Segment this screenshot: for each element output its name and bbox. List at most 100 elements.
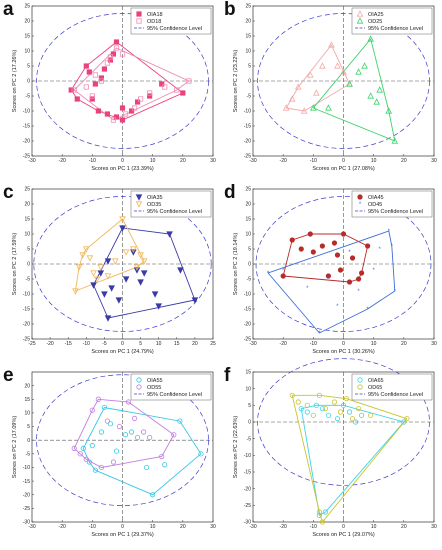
y-tick-label: 0 [248,262,251,268]
x-axis-label: Scores on PC 1 (23.39%) [91,166,154,172]
data-point: * [282,268,285,274]
y-tick-label: 15 [245,217,251,223]
data-point [325,104,332,111]
data-point [74,96,80,102]
data-point [119,216,126,223]
hull-od25 [312,38,396,142]
legend-marker [135,201,143,208]
data-point [95,108,101,114]
y-tick-label: 20 [24,383,30,389]
x-tick-label: 20 [192,341,198,347]
y-tick-label: 25 [24,187,30,193]
legend-marker [136,11,142,17]
data-point [280,273,286,279]
data-point [319,519,325,525]
confidence-ellipse [257,358,430,486]
x-tick-label: 10 [371,341,377,347]
y-tick-label: -20 [23,139,30,145]
data-point: * [336,304,339,310]
data-point [141,429,147,435]
legend-marker [357,384,363,390]
y-tick-label: 15 [24,397,30,403]
legend-label: OIA65 [368,378,384,384]
data-point [128,108,135,114]
data-point [355,406,362,412]
data-point [151,291,159,298]
data-point [104,258,112,265]
data-point [147,90,153,96]
data-point [334,252,341,258]
data-point [98,75,104,81]
legend-marker [356,10,364,17]
data-point [155,303,162,310]
y-tick-label: 25 [245,187,251,193]
data-point [110,51,117,57]
x-tick-label: 20 [401,524,407,530]
data-point [131,415,138,421]
data-point [373,98,380,105]
series-oia35 [90,225,199,322]
scatter-plot-b: -30 -20 -10 0 10 20 30 -25 -20 -15 -10 -5 0 5 10 15 20 25… [233,4,437,172]
x-tick-label: 20 [401,341,407,347]
data-point [113,39,120,45]
data-point [159,453,165,460]
data-point [83,246,90,253]
data-point [310,104,317,111]
x-tick-label: 30 [431,158,437,164]
y-tick-label: -10 [23,109,30,115]
data-point [325,273,332,279]
x-tick-label: 0 [121,158,124,164]
data-point [89,443,95,449]
data-point [97,270,105,277]
x-tick-label: 10 [371,158,377,164]
data-point [316,509,322,515]
y-tick-label: 5 [248,247,251,253]
y-tick-label: -10 [23,292,30,298]
data-point [346,409,353,415]
legend-box [130,373,212,401]
data-point [340,402,347,408]
x-tick-label: -20 [59,524,66,530]
data-point [288,95,296,102]
y-tick-label: -20 [244,322,251,328]
series-od55 [71,396,177,471]
x-axis-label: Scores on PC 1 (29.37%) [91,532,154,538]
x-tick-label: -10 [310,341,317,347]
data-point [307,71,314,78]
series-od35 [72,216,148,295]
data-point: * [327,277,330,283]
x-tick-label: -20 [46,341,53,347]
legend-label: OD65 [368,385,382,391]
y-tick-label: -5 [247,94,252,100]
y-tick-label: 0 [27,438,30,444]
data-point [352,419,359,425]
legend-label: 95% Confidence Level [147,392,202,398]
y-tick-label: -25 [244,503,251,509]
data-point [92,467,98,473]
scatter-plot-a: -30 -20 -10 0 10 20 30 -25 -20 -15 -10 -5 0 5 10 15 20 25… [12,4,216,172]
x-tick-label: 10 [150,524,156,530]
data-point [119,225,126,232]
x-tick-label: 30 [210,158,216,164]
data-point: * [357,289,360,295]
legend-marker [136,384,142,390]
data-point [391,137,399,144]
data-point [86,459,92,465]
legend-label: OD55 [147,385,161,391]
data-point [104,418,111,424]
data-point [104,111,111,117]
data-point [340,68,347,75]
data-point [80,445,86,451]
data-point [162,84,168,90]
x-tick-label: -5 [102,341,107,347]
panel-f: -30 -20 -10 0 10 20 30 -30 -25 -20 -15 -10 -5 0 5 10 15 S… [221,358,442,549]
y-axis-label: Scores on PC 2 (19.14%) [233,233,239,296]
data-point [147,93,153,99]
panel-label: e [3,365,14,386]
data-point [144,464,150,471]
y-tick-label: -5 [26,277,31,283]
data-point [93,276,101,283]
data-point [355,276,362,282]
